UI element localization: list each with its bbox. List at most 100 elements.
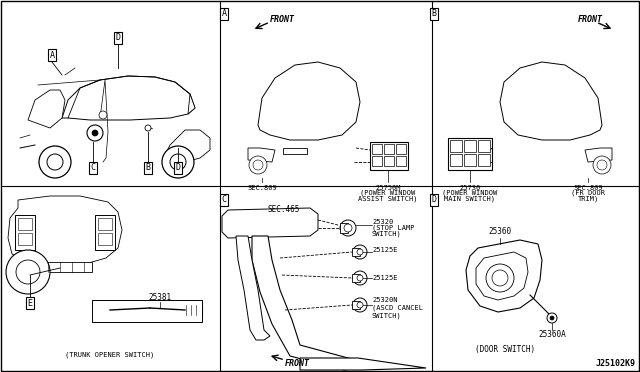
Bar xyxy=(98,218,112,230)
Bar xyxy=(396,144,406,154)
Bar xyxy=(370,142,408,170)
Bar xyxy=(15,215,35,250)
Circle shape xyxy=(486,264,514,292)
Circle shape xyxy=(145,125,151,131)
Bar xyxy=(372,156,382,166)
Circle shape xyxy=(6,250,50,294)
Text: 25125E: 25125E xyxy=(372,247,397,253)
Circle shape xyxy=(99,111,107,119)
Text: 25750M: 25750M xyxy=(375,185,401,191)
Circle shape xyxy=(547,313,557,323)
Text: MAIN SWITCH): MAIN SWITCH) xyxy=(445,195,495,202)
Bar xyxy=(340,223,348,233)
Bar xyxy=(478,154,490,166)
Text: (FR DOOR: (FR DOOR xyxy=(571,190,605,196)
Text: B: B xyxy=(431,10,436,19)
Bar xyxy=(283,148,307,154)
Circle shape xyxy=(340,220,356,236)
Polygon shape xyxy=(188,94,195,114)
Polygon shape xyxy=(585,148,612,162)
Polygon shape xyxy=(222,208,318,238)
Bar xyxy=(40,262,92,272)
Polygon shape xyxy=(300,358,426,370)
Bar xyxy=(464,154,476,166)
Polygon shape xyxy=(230,38,382,182)
Circle shape xyxy=(249,156,267,174)
Circle shape xyxy=(253,160,263,170)
Text: FRONT: FRONT xyxy=(577,16,602,25)
Polygon shape xyxy=(248,148,275,162)
Bar xyxy=(352,274,360,282)
Text: B: B xyxy=(145,164,150,173)
Polygon shape xyxy=(165,130,210,162)
Circle shape xyxy=(92,130,98,136)
Text: SWITCH): SWITCH) xyxy=(372,313,402,319)
Bar xyxy=(92,300,202,322)
Bar xyxy=(448,138,492,170)
Text: C: C xyxy=(90,164,95,173)
Circle shape xyxy=(353,271,367,285)
Text: J25102K9: J25102K9 xyxy=(595,359,635,368)
Text: TRIM): TRIM) xyxy=(577,195,598,202)
Circle shape xyxy=(47,154,63,170)
Text: A: A xyxy=(221,10,227,19)
Circle shape xyxy=(170,154,186,170)
Text: 25360: 25360 xyxy=(488,227,511,236)
Polygon shape xyxy=(252,236,358,370)
Bar xyxy=(450,140,462,152)
Bar xyxy=(384,144,394,154)
Text: 25381: 25381 xyxy=(148,293,172,302)
Circle shape xyxy=(597,160,607,170)
Circle shape xyxy=(39,146,71,178)
Bar xyxy=(18,233,32,245)
Polygon shape xyxy=(28,90,65,128)
Polygon shape xyxy=(478,38,630,182)
Text: D: D xyxy=(175,164,180,173)
Circle shape xyxy=(593,156,611,174)
Text: SEC.465: SEC.465 xyxy=(268,205,300,214)
Text: E: E xyxy=(28,298,33,308)
Text: (POWER WINDOW: (POWER WINDOW xyxy=(360,190,415,196)
Text: D: D xyxy=(115,33,120,42)
Bar xyxy=(352,301,360,309)
Bar xyxy=(372,144,382,154)
Circle shape xyxy=(344,224,352,232)
Circle shape xyxy=(357,275,363,281)
Text: SEC.809: SEC.809 xyxy=(573,185,603,191)
Text: FRONT: FRONT xyxy=(270,16,295,25)
Bar xyxy=(107,307,113,313)
Bar xyxy=(95,215,115,250)
Circle shape xyxy=(550,316,554,320)
Polygon shape xyxy=(500,62,602,140)
Bar xyxy=(450,154,462,166)
Bar xyxy=(184,305,202,315)
Circle shape xyxy=(162,146,194,178)
Bar xyxy=(98,233,112,245)
Text: A: A xyxy=(49,51,54,60)
Circle shape xyxy=(87,125,103,141)
Polygon shape xyxy=(8,196,122,266)
Bar xyxy=(18,218,32,230)
Text: (ASCD CANCEL: (ASCD CANCEL xyxy=(372,305,423,311)
Bar xyxy=(396,156,406,166)
Text: (DOOR SWITCH): (DOOR SWITCH) xyxy=(475,345,535,354)
Polygon shape xyxy=(258,62,360,140)
Text: 25320: 25320 xyxy=(372,219,393,225)
Polygon shape xyxy=(476,252,528,300)
Circle shape xyxy=(353,298,367,312)
Bar xyxy=(384,156,394,166)
Text: 25320N: 25320N xyxy=(372,297,397,303)
Text: SEC.809: SEC.809 xyxy=(247,185,277,191)
Circle shape xyxy=(492,270,508,286)
Text: (TRUNK OPENER SWITCH): (TRUNK OPENER SWITCH) xyxy=(65,352,155,358)
Circle shape xyxy=(16,260,40,284)
Text: (POWER WINDOW: (POWER WINDOW xyxy=(442,190,498,196)
Bar xyxy=(464,140,476,152)
Polygon shape xyxy=(466,240,542,312)
Text: 25125E: 25125E xyxy=(372,275,397,281)
Text: 25360A: 25360A xyxy=(538,330,566,339)
Text: ASSIST SWITCH): ASSIST SWITCH) xyxy=(358,195,418,202)
Polygon shape xyxy=(18,67,215,164)
Polygon shape xyxy=(236,236,270,340)
Bar xyxy=(478,140,490,152)
